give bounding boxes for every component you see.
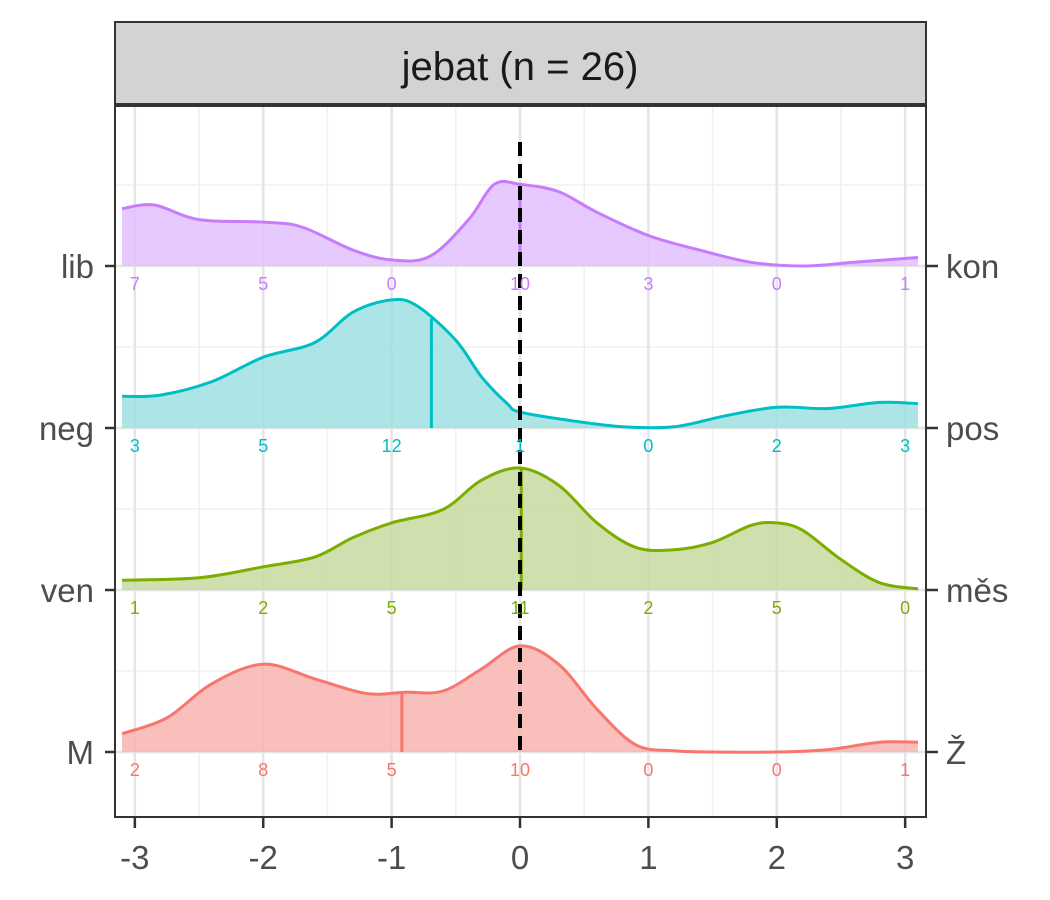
left-axis-label: M: [67, 734, 95, 771]
x-axis-tick-label: 3: [896, 839, 914, 876]
count-label: 1: [515, 436, 525, 456]
ridge-area-neg: [122, 299, 918, 428]
x-axis-tick-label: -2: [249, 839, 278, 876]
count-label: 2: [130, 760, 140, 780]
count-label: 10: [510, 274, 530, 294]
count-label: 1: [900, 274, 910, 294]
count-label: 0: [900, 598, 910, 618]
count-label: 2: [643, 598, 653, 618]
count-label: 8: [258, 760, 268, 780]
count-label: 3: [900, 436, 910, 456]
count-label: 0: [643, 760, 653, 780]
x-axis-tick-label: -3: [120, 839, 149, 876]
left-axis-label: neg: [39, 410, 94, 447]
ridge-line-neg: [121, 297, 919, 430]
count-label: 2: [772, 436, 782, 456]
count-label: 10: [510, 760, 530, 780]
right-axis-label: kon: [946, 248, 999, 285]
strip-background: [114, 21, 927, 105]
count-label: 0: [772, 760, 782, 780]
x-axis-tick-label: 2: [768, 839, 786, 876]
ridge-line-M: [121, 644, 919, 754]
ridge-line-lib: [121, 179, 919, 268]
count-label: 5: [258, 274, 268, 294]
x-axis-tick-label: 0: [511, 839, 529, 876]
strip-title: jebat (n = 26): [401, 45, 639, 89]
count-label: 2: [258, 598, 268, 618]
count-label: 1: [900, 760, 910, 780]
count-label: 0: [643, 436, 653, 456]
x-axis-tick-label: -1: [377, 839, 406, 876]
count-label: 11: [511, 598, 530, 618]
left-axis-label: lib: [61, 248, 94, 285]
count-label: 5: [387, 760, 397, 780]
count-label: 0: [772, 274, 782, 294]
left-axis-label: ven: [41, 572, 94, 609]
right-axis-label: měs: [946, 572, 1008, 609]
count-label: 1: [130, 598, 140, 618]
right-axis-label: pos: [946, 410, 999, 447]
x-axis-tick-label: 1: [639, 839, 657, 876]
count-label: 7: [130, 274, 140, 294]
count-label: 5: [258, 436, 268, 456]
count-label: 0: [387, 274, 397, 294]
count-labels: 2 8 5 10 0 0 11 2 5 11 2 5 03 5 12 1 0 2 37 5 0 10 3 0 1: [130, 274, 910, 780]
count-label: 3: [130, 436, 140, 456]
count-label: 3: [643, 274, 653, 294]
count-label: 5: [387, 598, 397, 618]
x-axis: -3 -2 -1 0 1 2 3: [120, 817, 914, 876]
count-label: 12: [382, 436, 402, 456]
ridge-line-ven: [121, 466, 919, 591]
count-label: 5: [772, 598, 782, 618]
right-axis-label: Ž: [946, 734, 966, 771]
